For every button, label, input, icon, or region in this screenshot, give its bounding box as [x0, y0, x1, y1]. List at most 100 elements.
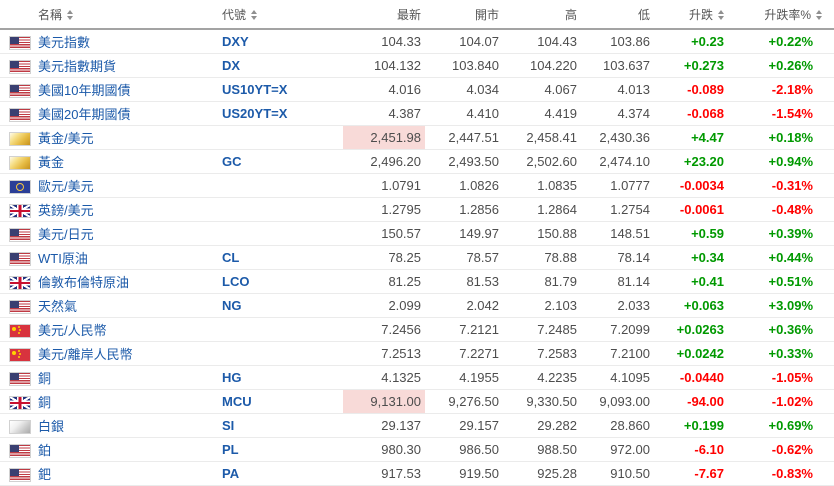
change-value: -0.068 [654, 101, 728, 126]
sort-updown-icon[interactable] [67, 10, 74, 21]
instrument-code-link[interactable]: LCO [222, 274, 250, 289]
instrument-name-link[interactable]: 美元/離岸人民幣 [38, 347, 133, 362]
high-price: 988.50 [503, 437, 581, 462]
high-price: 9,330.50 [503, 389, 581, 414]
change-value: +0.0242 [654, 341, 728, 366]
instrument-name-link[interactable]: 美元指數 [38, 35, 91, 50]
high-price: 925.28 [503, 461, 581, 486]
united-kingdom-flag-icon [10, 277, 30, 289]
last-price: 150.57 [343, 221, 425, 246]
change-percent: -1.54% [728, 101, 834, 126]
instrument-code-link[interactable]: US10YT=X [222, 82, 288, 97]
united-states-flag-icon [10, 109, 30, 121]
last-price: 78.25 [343, 245, 425, 270]
column-header-code[interactable]: 代號 [222, 0, 343, 30]
low-price: 4.374 [581, 101, 654, 126]
quote-row: 歐元/美元 1.0791 1.0826 1.0835 1.0777 -0.003… [0, 173, 834, 198]
open-price: 7.2121 [425, 317, 503, 342]
instrument-name-link[interactable]: 英鎊/美元 [38, 203, 94, 218]
instrument-name-link[interactable]: WTI原油 [38, 251, 88, 266]
instrument-code-link[interactable]: PL [222, 442, 239, 457]
column-header-name[interactable]: 名稱 [0, 0, 222, 30]
low-price: 7.2100 [581, 341, 654, 366]
column-header-change[interactable]: 升跌 [654, 0, 728, 30]
instrument-code-link[interactable]: CL [222, 250, 240, 265]
united-states-flag-icon [10, 469, 30, 481]
change-percent: -0.83% [728, 461, 834, 486]
high-price: 2,502.60 [503, 149, 581, 174]
quote-row: 白銀 SI 29.137 29.157 29.282 28.860 +0.199… [0, 413, 834, 438]
open-price: 9,276.50 [425, 389, 503, 414]
column-header-label: 升跌率% [764, 7, 811, 22]
open-price: 104.07 [425, 29, 503, 54]
change-value: -0.0034 [654, 173, 728, 198]
instrument-name-link[interactable]: 倫敦布倫特原油 [38, 275, 130, 290]
column-header-label: 開市 [474, 7, 499, 22]
instrument-code-link[interactable]: MCU [222, 394, 252, 409]
instrument-code-link[interactable]: US20YT=X [222, 106, 288, 121]
quote-row: 英鎊/美元 1.2795 1.2856 1.2864 1.2754 -0.006… [0, 197, 834, 222]
sort-updown-icon[interactable] [718, 10, 724, 21]
change-value: -0.0061 [654, 197, 728, 222]
european-union-flag-icon [10, 181, 30, 193]
instrument-code-link[interactable]: DX [222, 58, 241, 73]
change-percent: -0.31% [728, 173, 834, 198]
instrument-code-link[interactable]: GC [222, 154, 242, 169]
instrument-name-link[interactable]: 黃金 [38, 155, 65, 170]
instrument-name-link[interactable]: 美元/日元 [38, 227, 94, 242]
quote-row: 美元指數 DXY 104.33 104.07 104.43 103.86 +0.… [0, 29, 834, 54]
instrument-name-link[interactable]: 歐元/美元 [38, 179, 94, 194]
instrument-name-link[interactable]: 美元指數期貨 [38, 59, 117, 74]
sort-updown-icon[interactable] [251, 10, 258, 21]
instrument-name-link[interactable]: 美國20年期國債 [38, 107, 131, 122]
last-price: 104.132 [343, 53, 425, 78]
low-price: 4.013 [581, 77, 654, 102]
change-value: +0.41 [654, 269, 728, 294]
last-price: 9,131.00 [343, 389, 425, 414]
low-price: 2,430.36 [581, 125, 654, 150]
open-price: 7.2271 [425, 341, 503, 366]
high-price: 4.419 [503, 101, 581, 126]
change-percent: -2.18% [728, 77, 834, 102]
high-price: 78.88 [503, 245, 581, 270]
instrument-name-link[interactable]: 鉑 [38, 443, 52, 458]
instrument-code-link[interactable]: SI [222, 418, 235, 433]
instrument-name-link[interactable]: 銅 [38, 395, 52, 410]
column-header-label: 高 [564, 7, 577, 22]
open-price: 4.1955 [425, 365, 503, 390]
instrument-code-link[interactable]: HG [222, 370, 242, 385]
change-percent: +0.26% [728, 53, 834, 78]
instrument-name-link[interactable]: 白銀 [38, 419, 65, 434]
change-percent: -1.05% [728, 365, 834, 390]
change-value: +0.199 [654, 413, 728, 438]
instrument-name-link[interactable]: 黃金/美元 [38, 131, 94, 146]
column-header-label: 低 [637, 7, 650, 22]
instrument-name-link[interactable]: 鈀 [38, 467, 52, 482]
change-value: +4.47 [654, 125, 728, 150]
instrument-name-link[interactable]: 美國10年期國債 [38, 83, 131, 98]
last-price: 2,451.98 [343, 125, 425, 150]
china-flag-icon [10, 349, 30, 361]
instrument-name-link[interactable]: 美元/人民幣 [38, 323, 107, 338]
instrument-code-link[interactable]: DXY [222, 34, 249, 49]
column-header-change-pct[interactable]: 升跌率% [728, 0, 834, 30]
low-price: 2,474.10 [581, 149, 654, 174]
open-price: 1.0826 [425, 173, 503, 198]
quote-row: 美元/人民幣 7.2456 7.2121 7.2485 7.2099 +0.02… [0, 317, 834, 342]
instrument-code-link[interactable]: NG [222, 298, 242, 313]
column-header-last: 最新 [343, 0, 425, 30]
high-price: 81.79 [503, 269, 581, 294]
sort-updown-icon[interactable] [816, 10, 822, 21]
open-price: 78.57 [425, 245, 503, 270]
high-price: 104.43 [503, 29, 581, 54]
high-price: 4.067 [503, 77, 581, 102]
last-price: 7.2456 [343, 317, 425, 342]
low-price: 1.2754 [581, 197, 654, 222]
open-price: 919.50 [425, 461, 503, 486]
instrument-name-link[interactable]: 天然氣 [38, 299, 78, 314]
instrument-code-link[interactable]: PA [222, 466, 240, 481]
instrument-name-link[interactable]: 銅 [38, 371, 52, 386]
low-price: 9,093.00 [581, 389, 654, 414]
open-price: 4.410 [425, 101, 503, 126]
